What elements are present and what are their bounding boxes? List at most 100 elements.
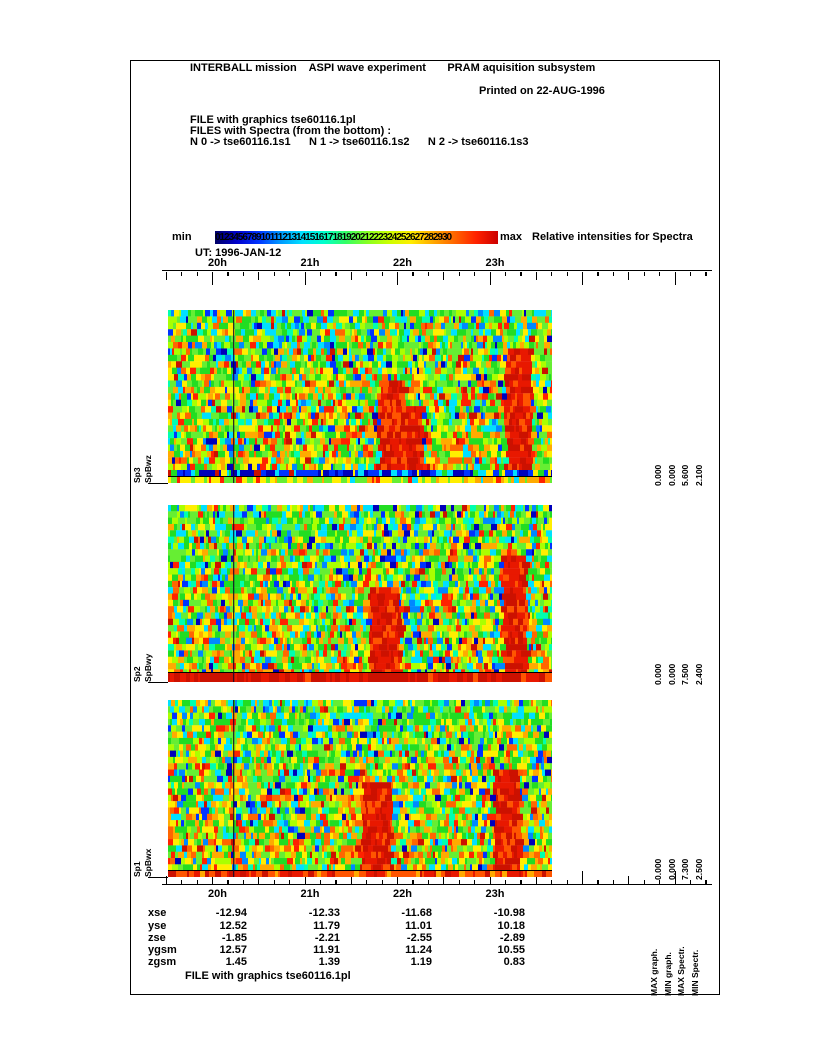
axis-tick (350, 271, 352, 280)
table-row-label-yse: yse (148, 920, 167, 932)
xse-21h: -12.33 (308, 907, 340, 919)
axis-tick (705, 879, 707, 884)
axis-tick (181, 879, 183, 884)
axis-tick (227, 271, 229, 276)
zgsm-22h: 1.19 (410, 956, 432, 968)
axis-tick (412, 271, 414, 276)
panel-sp1-baseline (148, 877, 168, 878)
axis-tick (412, 879, 414, 884)
footer-file-line: FILE with graphics tse60116.1pl (185, 970, 351, 982)
ygsm-21h: 11.91 (313, 944, 340, 956)
axis-line (162, 884, 712, 885)
axis-tick (273, 271, 275, 276)
yse-23h: 10.18 (497, 920, 525, 932)
legend-max-graph: MAX graph. (649, 948, 659, 996)
axis-tick (535, 271, 537, 280)
axis-tick (520, 879, 522, 884)
axis-tick (504, 879, 507, 884)
spectrogram-sp3 (168, 310, 552, 483)
legend-min-graph: MIN graph. (663, 952, 673, 996)
axis-tick (659, 879, 661, 884)
spectrogram-sp2 (168, 505, 552, 682)
legend-min-spectr: MIN Spectr. (690, 949, 700, 996)
axis-tick (227, 879, 229, 884)
axis-tick (366, 271, 368, 276)
hour-label: 21h (300, 257, 320, 269)
axis-tick (165, 271, 167, 280)
axis-tick (612, 271, 615, 276)
sp2-min-graph-value: 0.000 (667, 663, 677, 685)
axis-tick (212, 271, 214, 285)
file-spectra-line: FILES with Spectra (from the bottom) : (190, 125, 392, 137)
colorbar-numbers: 0123456789101112131415161718192021222324… (215, 232, 452, 243)
axis-tick (705, 271, 707, 276)
hour-label: 20h (208, 257, 227, 269)
sp2-max-spectr-value: 7.500 (680, 663, 690, 685)
hour-label: 22h (393, 888, 412, 900)
xse-22h: -11.68 (401, 907, 432, 919)
table-row-label-xse: xse (148, 907, 167, 919)
axis-tick (659, 271, 661, 276)
sp3-max-graph-value: 0.000 (653, 464, 663, 486)
axis-tick (535, 876, 537, 884)
axis-tick (674, 271, 676, 285)
axis-tick (319, 271, 322, 276)
axis-tick (628, 271, 630, 280)
axis-tick (612, 879, 615, 884)
axis-tick (597, 271, 599, 276)
axis-tick (212, 871, 214, 884)
zgsm-20h: 1.45 (225, 956, 247, 968)
sp1-min-graph-value: 0.000 (667, 858, 677, 880)
axis-tick (273, 879, 275, 884)
panel-name-label-sp1: Sp1 (132, 861, 142, 877)
axis-tick (381, 271, 383, 276)
axis-tick (597, 879, 599, 884)
axis-tick (443, 876, 445, 884)
hour-label: 23h (485, 888, 505, 900)
axis-tick (689, 879, 692, 884)
xse-23h: -10.98 (493, 907, 525, 919)
axis-tick (489, 271, 491, 285)
axis-tick (319, 879, 322, 884)
table-row-label-ygsm: ygsm (148, 944, 177, 956)
axis-tick (258, 271, 260, 280)
zgsm-23h: 0.83 (503, 956, 525, 968)
sp3-max-spectr-value: 5.600 (680, 464, 690, 486)
axis-tick (520, 271, 522, 276)
sp1-max-graph-value: 0.000 (653, 858, 663, 880)
yse-20h: 12.52 (219, 920, 247, 932)
colorbar: 0123456789101112131415161718192021222324… (215, 231, 498, 244)
axis-tick (689, 271, 692, 276)
panel-channel-label-spbwz: SpBwz (143, 455, 153, 483)
axis-line (162, 270, 712, 271)
axis-tick (242, 271, 245, 276)
axis-tick (289, 271, 291, 276)
axis-tick (674, 871, 676, 884)
panel-channel-label-spbwy: SpBwy (143, 653, 153, 682)
axis-tick (643, 271, 645, 276)
page-title: INTERBALL mission ASPI wave experiment P… (190, 62, 596, 74)
panel-channel-label-spbwx: SpBwx (143, 848, 153, 877)
xse-20h: -12.94 (215, 907, 247, 919)
axis-tick (582, 871, 584, 884)
sp3-min-spectr-value: 2.100 (694, 464, 704, 486)
axis-tick (489, 871, 491, 884)
panel-sp3-baseline (148, 483, 168, 484)
axis-tick (165, 876, 167, 884)
sp2-max-graph-value: 0.000 (653, 663, 663, 685)
axis-tick (566, 879, 568, 884)
axis-tick (628, 876, 630, 884)
yse-22h: 11.01 (405, 920, 432, 932)
file-list-line: N 0 -> tse60116.1s1 N 1 -> tse60116.1s2 … (190, 136, 529, 148)
zse-21h: -2.21 (314, 932, 340, 944)
ut-date-label: UT: 1996-JAN-12 (195, 247, 282, 259)
sp2-min-spectr-value: 2.400 (694, 663, 704, 685)
hour-label: 23h (485, 257, 505, 269)
spectrogram-sp1 (168, 700, 552, 877)
axis-tick (397, 271, 399, 285)
axis-tick (474, 271, 476, 276)
colorbar-title: Relative intensities for Spectra (532, 231, 693, 243)
hour-label: 21h (300, 888, 320, 900)
printed-date: Printed on 22-AUG-1996 (479, 85, 605, 97)
